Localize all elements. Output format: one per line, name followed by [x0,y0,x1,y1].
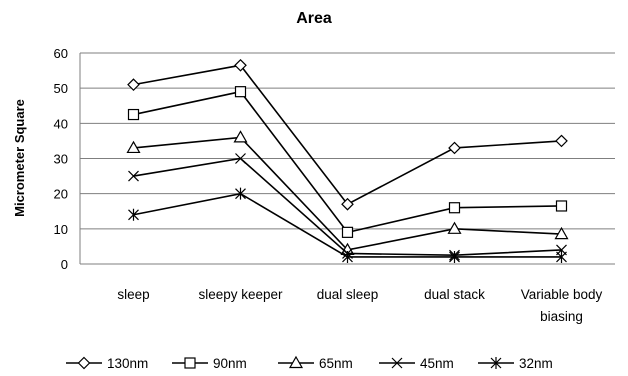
legend-item: 32nm [478,356,553,371]
data-point [127,108,140,121]
data-point [449,250,460,263]
legend-marker [288,355,304,369]
data-point [448,141,461,155]
legend-label: 45nm [420,356,454,371]
data-point [235,153,246,164]
x-category-label: sleepy keeper [198,287,283,302]
legend: 130nm 90nm 65nm 45nm 32nm [66,355,553,371]
chart-title: Area [296,10,332,27]
x-category-label: dual sleep [317,287,379,302]
y-axis-label: Micrometer Square [12,99,27,217]
y-tick-labels: 0 10 20 30 40 50 60 [54,46,68,272]
legend-label: 90nm [213,356,247,371]
y-tick-label: 10 [54,222,68,237]
data-point [556,250,567,263]
data-point [341,197,354,211]
series-group [126,58,569,263]
x-category-label: Variable body biasing [521,287,603,324]
series-line [133,90,562,234]
data-point [234,86,247,98]
series-130nm [127,58,568,211]
y-tick-label: 40 [54,116,68,131]
legend-label: 65nm [319,356,353,371]
legend-marker [391,357,403,369]
data-point [448,202,461,214]
y-tick-label: 20 [54,187,68,202]
legend-label: 130nm [107,356,148,371]
data-point [555,134,568,148]
x-category-labels: sleep sleepy keeper dual sleep dual stack Va… [117,287,602,324]
legend-marker [490,357,502,369]
grid-lines [79,52,615,265]
data-point [126,140,141,154]
x-category-label: dual stack [424,287,485,302]
data-point [342,250,353,263]
legend-item: 130nm [66,356,148,371]
y-tick-label: 30 [54,152,68,167]
data-point [341,226,354,238]
y-tick-label: 50 [54,81,68,96]
data-point [554,226,569,240]
series-90nm [127,86,568,238]
data-point [128,208,139,221]
data-point [235,187,246,200]
data-point [128,170,139,182]
data-point [127,78,140,91]
legend-marker [184,357,196,369]
y-tick-label: 0 [61,257,68,272]
data-point [555,200,568,212]
x-category-label: sleep [117,287,149,302]
legend-item: 45nm [379,356,454,371]
data-point [447,221,462,234]
data-point [234,58,247,72]
series-line [133,64,562,206]
series-32nm [128,187,567,263]
legend-label: 32nm [519,356,553,371]
legend-marker [77,356,91,370]
y-tick-label: 60 [54,46,68,61]
legend-item: 65nm [278,355,353,371]
legend-item: 90nm [172,356,247,371]
data-point [233,130,248,143]
